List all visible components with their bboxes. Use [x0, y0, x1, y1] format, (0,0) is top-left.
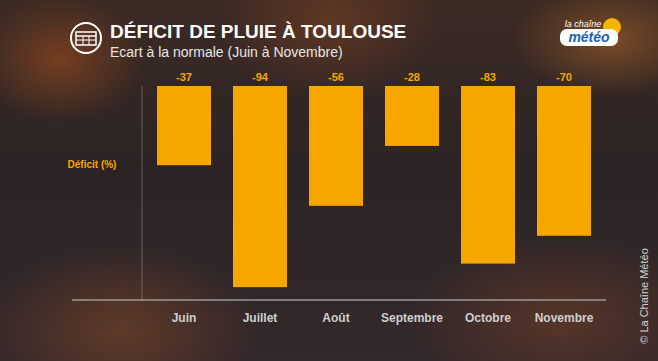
bar — [537, 86, 591, 236]
subtitle: Ecart à la normale (Juin à Novembre) — [110, 44, 343, 60]
icon-line — [83, 36, 84, 45]
data-label: -70 — [556, 71, 572, 83]
data-label: -56 — [328, 71, 344, 83]
x-tick-label: Septembre — [381, 311, 443, 325]
icon-circle — [71, 23, 101, 53]
logo-text: la chaîne — [565, 19, 602, 29]
x-tick-label: Juin — [172, 311, 197, 325]
y-axis-label: Déficit (%) — [68, 159, 117, 170]
icon-line — [76, 35, 96, 37]
x-tick-label: Octobre — [465, 311, 511, 325]
title-icon — [71, 23, 101, 53]
data-label: -83 — [480, 71, 496, 83]
title: DÉFICIT DE PLUIE À TOULOUSE — [110, 21, 406, 42]
x-axis-line — [72, 299, 606, 301]
x-tick-label: Juillet — [243, 311, 278, 325]
icon-line — [76, 40, 96, 41]
y-axis-line — [142, 86, 143, 300]
copyright: © La Chaîne Météo — [638, 248, 650, 344]
logo: la chaînemétéo — [560, 18, 621, 46]
icon-table — [76, 32, 96, 45]
data-label: -94 — [252, 71, 269, 83]
bars — [157, 86, 591, 287]
icon-line — [89, 36, 90, 45]
x-tick-label: Novembre — [535, 311, 594, 325]
chart: DÉFICIT DE PLUIE À TOULOUSE Ecart à la no… — [0, 0, 658, 361]
logo-badge — [560, 29, 618, 46]
bar — [157, 86, 211, 165]
bar — [385, 86, 439, 146]
bar — [233, 86, 287, 287]
x-tick-label: Août — [322, 311, 349, 325]
bar — [461, 86, 515, 264]
bar — [309, 86, 363, 206]
logo-text: météo — [568, 29, 610, 45]
data-label: -37 — [176, 71, 192, 83]
data-label: -28 — [404, 71, 420, 83]
